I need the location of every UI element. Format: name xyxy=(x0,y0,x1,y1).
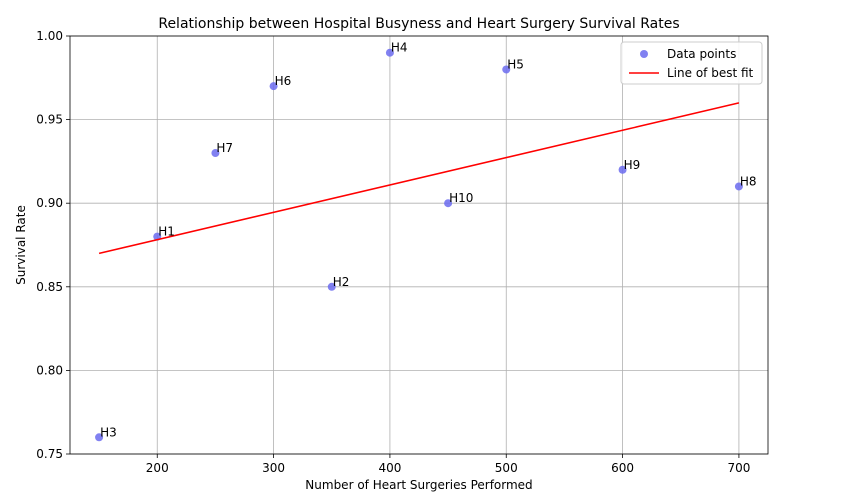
point-label: H5 xyxy=(507,57,524,71)
x-tick-label: 700 xyxy=(727,461,750,475)
chart-title: Relationship between Hospital Busyness a… xyxy=(158,16,679,32)
plot-frame xyxy=(69,35,769,455)
legend: Data points Line of best fit xyxy=(620,41,763,85)
point-label: H9 xyxy=(624,158,641,172)
data-layer xyxy=(95,48,743,442)
data-point xyxy=(385,48,394,57)
point-label: H8 xyxy=(740,174,757,188)
x-tick-label: 200 xyxy=(146,461,169,475)
x-tick-label: 400 xyxy=(378,461,401,475)
y-tick-label: 0.85 xyxy=(36,280,63,294)
y-axis-label: Survival Rate xyxy=(14,205,28,285)
data-point xyxy=(211,149,220,158)
data-point xyxy=(734,182,743,191)
y-tick-label: 0.90 xyxy=(36,196,63,210)
y-tick-label: 1.00 xyxy=(36,29,63,43)
point-label: H2 xyxy=(333,275,350,289)
data-point xyxy=(269,82,278,91)
y-tick-label: 0.95 xyxy=(36,113,63,127)
grid-layer xyxy=(70,35,768,455)
axes-layer: 200 300 400 500 600 700 0.75 0.80 0.85 0.90 0.95 1.… xyxy=(36,29,769,475)
data-point xyxy=(95,433,104,442)
x-tick-label: 600 xyxy=(611,461,634,475)
x-axis-label: Number of Heart Surgeries Performed xyxy=(305,478,532,492)
data-point xyxy=(327,282,336,291)
x-tick-label: 500 xyxy=(495,461,518,475)
best-fit-line xyxy=(98,102,740,255)
point-label: H6 xyxy=(275,74,292,88)
x-tick-label: 300 xyxy=(262,461,285,475)
legend-label: Line of best fit xyxy=(667,66,754,80)
point-label: H3 xyxy=(100,425,117,439)
data-point xyxy=(618,165,627,174)
y-tick-label: 0.75 xyxy=(36,447,63,461)
legend-label: Data points xyxy=(667,47,736,61)
data-point xyxy=(444,199,453,208)
labels-layer: Relationship between Hospital Busyness a… xyxy=(14,16,757,492)
point-label: H7 xyxy=(216,141,233,155)
point-label: H1 xyxy=(158,225,175,239)
data-point xyxy=(502,65,511,74)
legend-marker-data-points xyxy=(640,50,648,58)
point-label: H4 xyxy=(391,41,408,55)
y-tick-label: 0.80 xyxy=(36,363,63,377)
point-label: H10 xyxy=(449,191,473,205)
